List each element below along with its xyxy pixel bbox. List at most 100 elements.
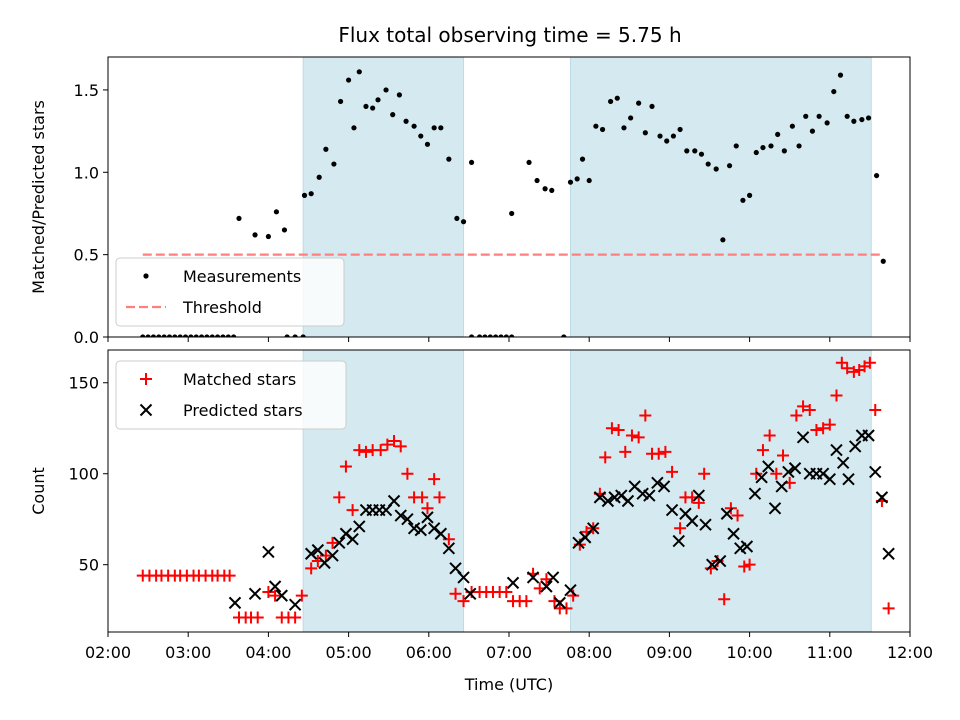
matched-stars-point <box>262 585 275 598</box>
measurement-point <box>677 126 683 133</box>
measurement-point <box>649 103 655 110</box>
legend-handle-measurements <box>143 273 149 279</box>
measurement-point <box>534 177 540 184</box>
predicted-stars-point <box>621 494 635 508</box>
predicted-stars-point <box>657 480 671 493</box>
predicted-stars-point <box>775 480 788 493</box>
legend-label-measurements: Measurements <box>183 267 301 286</box>
measurement-point <box>781 148 787 154</box>
predicted-stars-series <box>228 429 895 611</box>
measurement-point <box>487 334 493 337</box>
measurement-point <box>383 87 389 93</box>
matched-stars-point <box>326 536 339 549</box>
predicted-stars-point <box>672 534 685 548</box>
matched-stars-point <box>295 589 308 602</box>
measurement-point <box>586 177 592 184</box>
matched-stars-point <box>698 467 711 480</box>
y-tick-label: 100 <box>68 465 99 484</box>
predicted-stars-point <box>651 476 664 490</box>
matched-stars-point <box>659 445 672 458</box>
measurement-point <box>579 156 586 162</box>
measurement-point <box>482 334 488 337</box>
measurement-point <box>509 210 515 217</box>
legend-box <box>115 257 345 327</box>
matched-stars-point <box>692 496 705 509</box>
matched-stars-point <box>359 445 372 458</box>
measurement-point <box>574 176 580 182</box>
matched-stars-point <box>724 502 737 515</box>
predicted-stars-point <box>564 583 577 597</box>
measurement-point <box>549 187 555 194</box>
measurement-point <box>292 334 298 337</box>
matched-stars-point <box>674 522 687 535</box>
matched-stars-point <box>797 400 810 413</box>
measurement-point <box>351 125 357 131</box>
matched-stars-point <box>847 365 860 378</box>
predicted-stars-point <box>882 547 895 560</box>
top-y-axis: 0.0 0.5 1.0 1.5 <box>74 81 108 347</box>
measurement-point <box>193 334 199 337</box>
matched-stars-point <box>770 467 783 480</box>
top-y-axis-label: Matched/Predicted stars <box>29 100 48 294</box>
matched-stars-point <box>810 424 823 437</box>
measurement-point <box>316 174 322 180</box>
matched-stars-point <box>823 418 836 431</box>
predicted-stars-point <box>333 536 346 550</box>
measurement-point <box>498 334 504 337</box>
measurement-point <box>796 143 802 149</box>
matched-stars-point <box>619 445 632 458</box>
predicted-stars-point <box>268 580 282 593</box>
measurement-point <box>166 334 173 337</box>
measurement-point <box>692 148 698 154</box>
predicted-stars-point <box>748 487 762 500</box>
measurement-point <box>726 163 733 169</box>
predicted-stars-point <box>421 511 434 524</box>
measurement-point <box>468 334 475 337</box>
measurement-point <box>188 334 194 337</box>
predicted-stars-point <box>593 491 607 504</box>
top-shaded-intervals <box>302 57 872 337</box>
measurement-point <box>252 232 258 238</box>
measurement-point <box>411 123 417 129</box>
measurement-point <box>760 144 766 151</box>
legend-box <box>115 360 347 430</box>
measurement-point <box>628 115 634 121</box>
x-tick-label: 03:00 <box>165 643 211 662</box>
y-tick-label: 0.0 <box>74 328 99 347</box>
x-tick-label: 06:00 <box>406 643 452 662</box>
measurement-point <box>438 125 444 131</box>
measurement-point <box>880 258 886 264</box>
shaded-interval-2 <box>570 57 872 337</box>
predicted-stars-point <box>762 460 775 473</box>
measurement-point <box>664 138 670 144</box>
measurement-point <box>446 156 452 162</box>
measurement-point <box>204 334 210 337</box>
measurement-point <box>300 334 306 337</box>
matched-stars-point <box>428 473 441 486</box>
measurement-point <box>356 69 362 75</box>
measurement-point <box>642 130 648 136</box>
measurement-point <box>636 100 642 106</box>
measurement-point <box>720 237 726 243</box>
measurement-point <box>831 88 837 95</box>
bottom-x-axis: 02:00 03:00 04:00 05:00 06:00 07:00 08:00 09:00… <box>85 632 933 662</box>
measurement-point <box>140 334 146 337</box>
y-tick-label: 1.5 <box>74 81 99 100</box>
predicted-stars-point <box>842 472 855 486</box>
matched-stars-point <box>416 491 429 504</box>
measurement-point <box>231 334 237 337</box>
matched-stars-point <box>305 562 318 575</box>
x-tick-label: 12:00 <box>887 643 933 662</box>
measurement-point <box>561 334 567 337</box>
measurement-point <box>789 123 795 129</box>
predicted-stars-point <box>830 443 843 457</box>
predicted-stars-point <box>353 520 366 533</box>
matched-stars-point <box>339 460 352 473</box>
predicted-stars-point <box>275 589 288 602</box>
measurement-point <box>198 334 205 337</box>
predicted-stars-point <box>720 507 734 520</box>
matched-stars-point <box>790 409 803 422</box>
predicted-stars-point <box>869 465 882 479</box>
top-x-axis <box>107 337 911 342</box>
